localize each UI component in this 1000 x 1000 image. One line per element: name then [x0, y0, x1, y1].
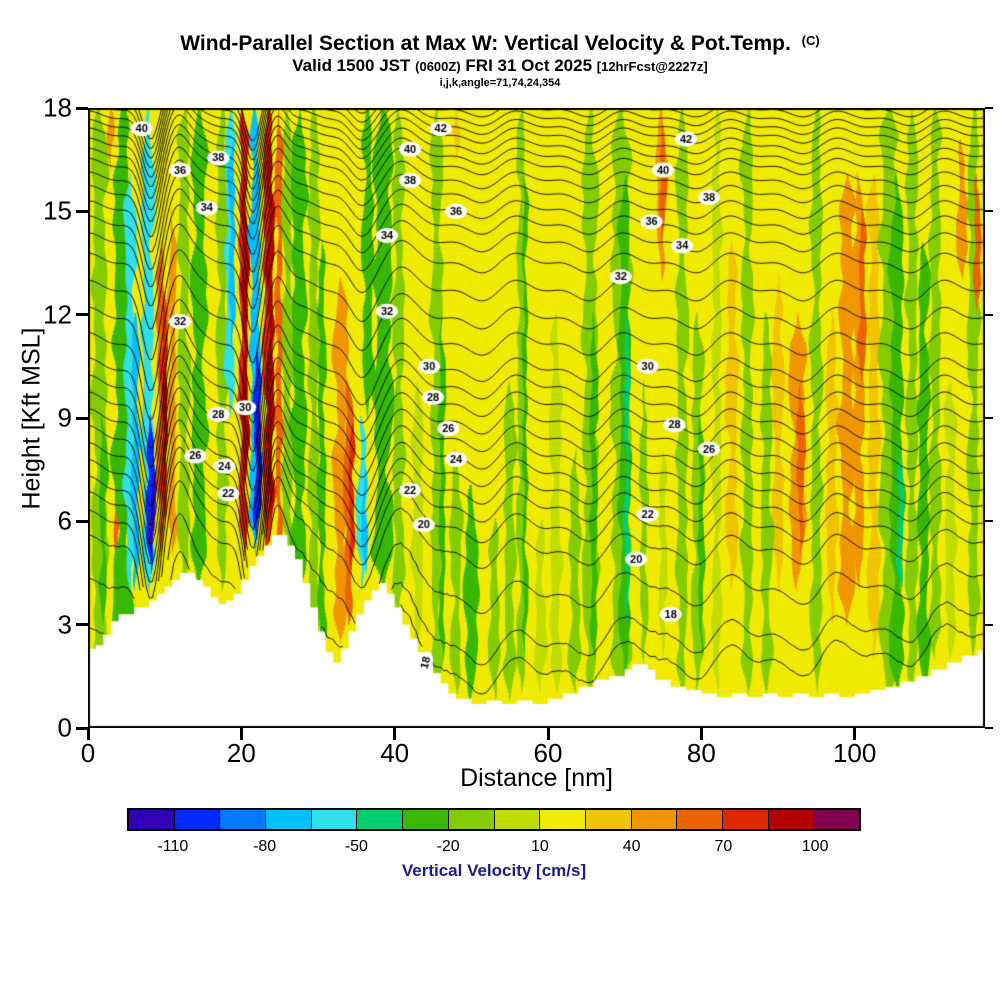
x-axis-tick-label: 60 [533, 738, 563, 768]
x-axis-tick [86, 728, 90, 740]
y-axis-tick-label: 12 [43, 299, 72, 330]
y-axis-tick [76, 209, 88, 213]
y-axis-tick [76, 726, 88, 730]
y-axis-tick-right [985, 107, 993, 109]
y-axis-tick [76, 106, 88, 110]
x-axis-tick-label: 20 [226, 738, 256, 768]
y-axis-tick-right [985, 313, 993, 316]
y-axis-tick-right [985, 417, 993, 419]
x-axis-tick-label: 100 [832, 738, 877, 768]
x-axis-tick [699, 728, 703, 740]
x-axis-tick [853, 728, 857, 740]
x-axis-tick-label: 40 [380, 738, 410, 768]
y-axis-tick-right [985, 727, 993, 729]
y-axis-tick [76, 416, 88, 420]
plot-canvas [88, 108, 985, 728]
valid-time-text: Valid 1500 JST [292, 56, 411, 75]
page-title-units: (C) [801, 33, 820, 48]
y-axis-tick [76, 519, 88, 523]
y-axis-tick-label: 18 [43, 92, 72, 123]
page-title-text: Wind-Parallel Section at Max W: Vertical… [180, 32, 791, 55]
valid-date-text: FRI 31 Oct 2025 [465, 56, 593, 75]
x-axis-tick-label: 80 [686, 738, 716, 768]
y-axis-tick-right [985, 210, 993, 213]
y-axis-tick-right [985, 520, 993, 523]
y-axis-tick-label: 9 [57, 402, 72, 433]
valid-time-line: Valid 1500 JST (0600Z) FRI 31 Oct 2025 [… [0, 56, 1000, 76]
x-axis-tick [546, 728, 550, 740]
y-axis-tick-label: 0 [57, 712, 72, 743]
y-axis-tick-label: 3 [57, 609, 72, 640]
y-axis-title: Height [Kft MSL] [17, 327, 46, 510]
forecast-info: [12hrFcst@2227z] [596, 59, 708, 74]
y-axis-tick-right [985, 623, 993, 626]
x-axis-title: Distance [nm] [460, 764, 613, 792]
page-title: Wind-Parallel Section at Max W: Vertical… [0, 32, 1000, 56]
y-axis-tick-label: 6 [57, 505, 72, 536]
grid-info-line: i,j,k,angle=71,74,24,354 [439, 77, 561, 89]
y-axis-tick-label: 15 [43, 195, 72, 226]
x-axis-tick [393, 728, 397, 740]
y-axis-tick [76, 623, 88, 627]
y-axis-tick [76, 313, 88, 317]
valid-time-utc: (0600Z) [415, 59, 461, 74]
x-axis-tick [239, 728, 243, 740]
x-axis-tick-label: 0 [80, 738, 96, 768]
